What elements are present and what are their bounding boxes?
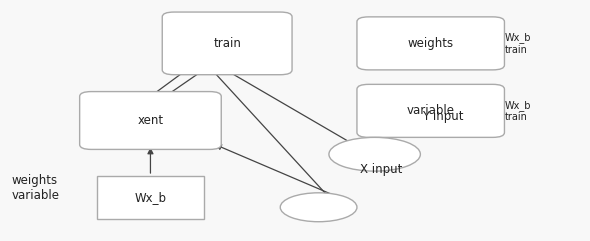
Text: Wx_b: Wx_b — [135, 191, 166, 204]
FancyBboxPatch shape — [357, 84, 504, 137]
FancyBboxPatch shape — [80, 92, 221, 149]
Text: train: train — [213, 37, 241, 50]
FancyBboxPatch shape — [357, 17, 504, 70]
Text: variable: variable — [407, 104, 455, 117]
Ellipse shape — [280, 193, 357, 222]
Text: weights
variable: weights variable — [12, 174, 60, 202]
Text: Wx_b
train: Wx_b train — [504, 32, 531, 55]
Text: Wx_b
train: Wx_b train — [504, 100, 531, 122]
Ellipse shape — [329, 137, 420, 171]
FancyBboxPatch shape — [162, 12, 292, 75]
Text: Y input: Y input — [422, 110, 463, 123]
Text: xent: xent — [137, 114, 163, 127]
Text: X input: X input — [360, 163, 402, 176]
Text: weights: weights — [408, 37, 454, 50]
FancyBboxPatch shape — [97, 176, 204, 219]
